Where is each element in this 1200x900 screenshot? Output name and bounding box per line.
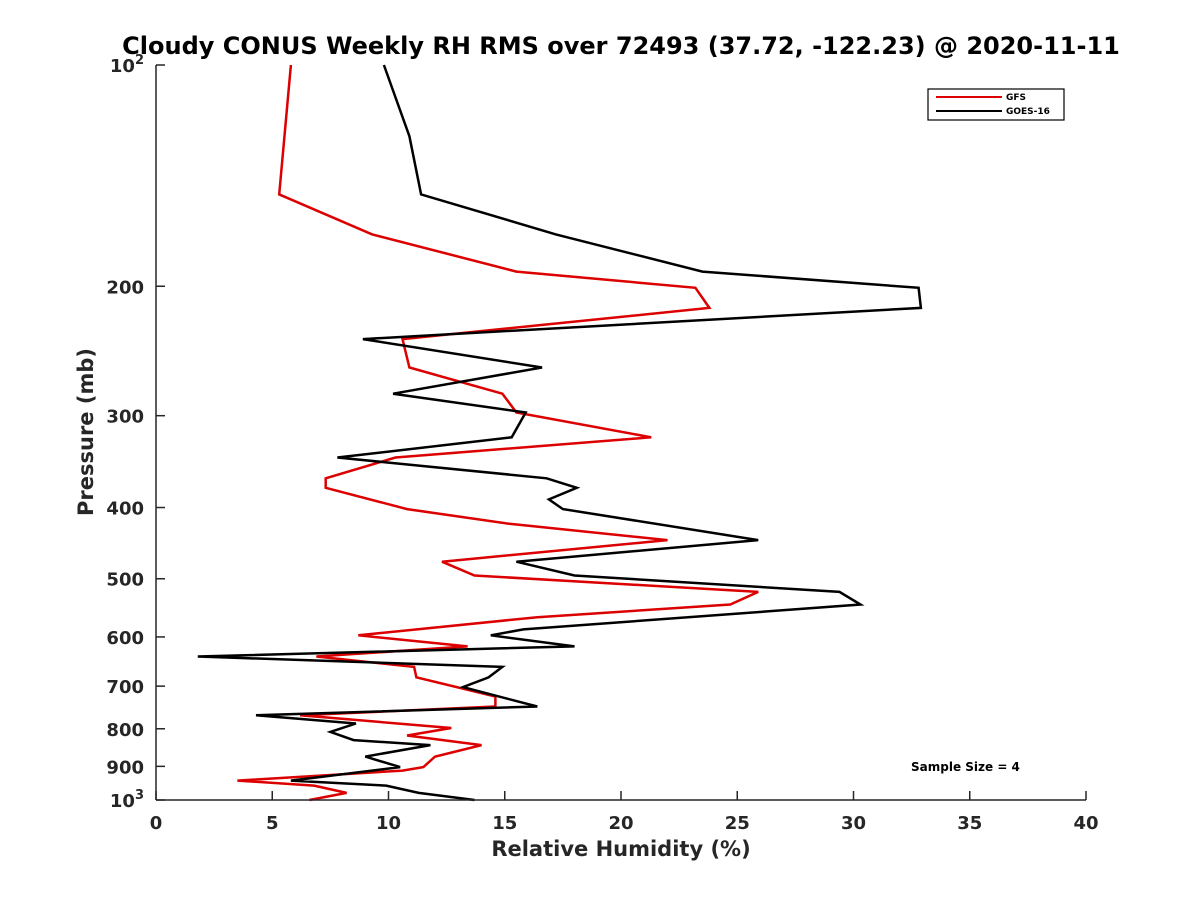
y-tick-label: 400: [106, 499, 144, 520]
x-tick-label: 25: [725, 813, 750, 834]
legend-box: [927, 88, 1065, 121]
y-tick-label: 800: [106, 720, 144, 741]
sample-size-annotation: Sample Size = 4: [911, 760, 1020, 774]
y-tick-label: 103: [110, 788, 144, 812]
legend: GFS GOES-16: [927, 88, 1065, 121]
x-tick-label: 30: [841, 813, 866, 834]
y-ticks: 102 200 300 400 500 600 700 800 900 103: [106, 53, 165, 812]
x-tick-label: 40: [1073, 813, 1098, 834]
x-tick-label: 20: [608, 813, 633, 834]
x-tick-label: 10: [376, 813, 401, 834]
series-line-goes16: [197, 64, 923, 802]
chart-title: Cloudy CONUS Weekly RH RMS over 72493 (3…: [122, 32, 1120, 60]
x-tick-label: 5: [266, 813, 279, 834]
y-axis-label: Pressure (mb): [74, 348, 98, 516]
y-tick-label: 102: [110, 53, 144, 77]
y-tick-label: 200: [106, 277, 144, 298]
legend-label-gfs: GFS: [1006, 93, 1026, 103]
x-tick-label: 35: [957, 813, 982, 834]
series-line-gfs: [237, 64, 759, 802]
y-tick-label: 500: [106, 570, 144, 591]
y-tick-label: 700: [106, 677, 144, 698]
y-tick-label: 900: [106, 757, 144, 778]
x-ticks: 0 5 10 15 20 25 30 35 40: [150, 791, 1099, 834]
x-axis-label: Relative Humidity (%): [491, 837, 750, 861]
x-tick-label: 0: [150, 813, 163, 834]
x-tick-label: 15: [492, 813, 517, 834]
y-tick-label: 300: [106, 407, 144, 428]
y-tick-label: 600: [106, 628, 144, 649]
legend-label-goes16: GOES-16: [1006, 107, 1050, 117]
series-layer: [197, 64, 923, 802]
